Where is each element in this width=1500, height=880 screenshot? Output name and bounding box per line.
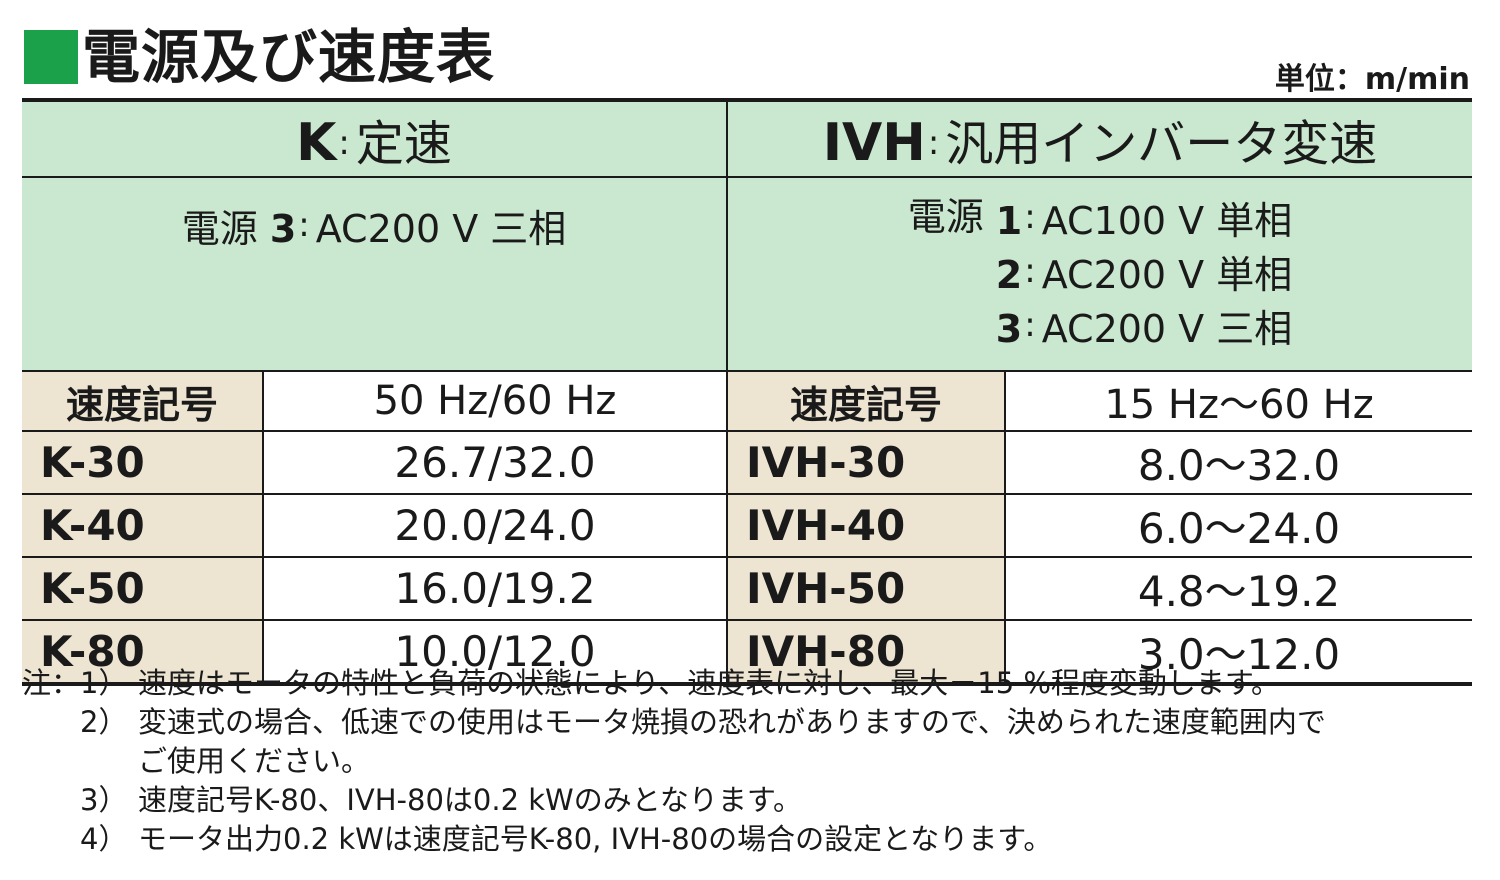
type-code: K xyxy=(296,113,337,173)
section-title: 電源及び速度表 xyxy=(24,22,495,92)
speed-value: 3.0～12.0 xyxy=(1003,619,1473,685)
table-row: K-80 10.0/12.0 IVH-80 3.0～12.0 xyxy=(22,619,1473,685)
type-header-ivh: IVH: 汎用インバータ変速 xyxy=(725,99,1473,178)
power-code: 3 xyxy=(269,207,297,251)
table-row: K-50 16.0/19.2 IVH-50 4.8～19.2 xyxy=(22,556,1473,621)
notes: 注： 1） 速度はモータの特性と負荷の状態により、速度表に対し、最大－15 %程… xyxy=(22,664,1482,859)
model-code: K-50 xyxy=(22,556,264,621)
note-text: 速度はモータの特性と負荷の状態により、速度表に対し、最大－15 %程度変動します… xyxy=(138,666,1281,700)
note-item: ご使用ください。 xyxy=(22,742,1482,781)
note-number: 4） xyxy=(80,822,128,856)
model-code: IVH-40 xyxy=(726,493,1006,558)
model-code: K-80 xyxy=(22,619,264,685)
type-header-k: K: 定速 xyxy=(22,99,728,178)
notes-prefix: 注： xyxy=(22,666,81,700)
note-text: モータ出力0.2 kWは速度記号K-80, IVH-80の場合の設定となります。 xyxy=(138,822,1053,856)
speed-value: 16.0/19.2 xyxy=(262,556,728,621)
table-row: K-40 20.0/24.0 IVH-40 6.0～24.0 xyxy=(22,493,1473,558)
green-square-icon xyxy=(24,30,78,84)
note-text: ご使用ください。 xyxy=(138,744,371,778)
type-header-row: K: 定速 IVH: 汎用インバータ変速 xyxy=(22,99,1473,178)
power-label: 電源 xyxy=(907,195,984,239)
speed-value: 8.0～32.0 xyxy=(1003,430,1473,495)
power-line: 3: AC200 V 三相 xyxy=(995,305,1293,351)
power-line: 1: AC100 V 単相 xyxy=(995,197,1293,243)
note-item: 4） モータ出力0.2 kWは速度記号K-80, IVH-80の場合の設定となり… xyxy=(22,820,1482,859)
note-text: 速度記号K-80、IVH-80は0.2 kWのみとなります。 xyxy=(138,783,802,817)
type-name: 定速 xyxy=(355,116,452,172)
type-code: IVH xyxy=(822,113,926,173)
speed-value: 6.0～24.0 xyxy=(1003,493,1473,558)
model-code: K-30 xyxy=(22,430,264,495)
note-text: 変速式の場合、低速での使用はモータ焼損の恐れがありますので、決められた速度範囲内… xyxy=(138,705,1326,739)
frequency-header: 15 Hz～60 Hz xyxy=(1003,370,1473,432)
power-spec-ivh: 電源 1: AC100 V 単相 2: AC200 V 単相 3: AC200 V 三… xyxy=(725,176,1473,372)
note-number: 3） xyxy=(80,783,128,817)
symbol-header: 速度記号 xyxy=(726,370,1006,432)
note-number: 1） xyxy=(80,666,128,700)
table-row: K-30 26.7/32.0 IVH-30 8.0～32.0 xyxy=(22,430,1473,495)
symbol-header: 速度記号 xyxy=(22,370,264,432)
model-code: IVH-50 xyxy=(726,556,1006,621)
column-header-row: 速度記号 50 Hz/60 Hz 速度記号 15 Hz～60 Hz xyxy=(22,370,1473,432)
model-code: IVH-30 xyxy=(726,430,1006,495)
note-number xyxy=(80,742,138,781)
speed-value: 10.0/12.0 xyxy=(262,619,728,685)
power-row: 電源 3: AC200 V 三相 電源 1: AC100 V 単相 2: AC200 … xyxy=(22,176,1473,372)
power-label: 電源 xyxy=(181,207,258,251)
power-line: 2: AC200 V 単相 xyxy=(995,251,1293,297)
model-code: K-40 xyxy=(22,493,264,558)
note-item: 2） 変速式の場合、低速での使用はモータ焼損の恐れがありますので、決められた速度… xyxy=(22,703,1482,742)
speed-table: K: 定速 IVH: 汎用インバータ変速 電源 3: AC200 V 三相 電源 1:… xyxy=(22,98,1473,686)
frequency-header: 50 Hz/60 Hz xyxy=(262,370,728,432)
note-item: 注： 1） 速度はモータの特性と負荷の状態により、速度表に対し、最大－15 %程… xyxy=(22,664,1482,703)
note-item: 3） 速度記号K-80、IVH-80は0.2 kWのみとなります。 xyxy=(22,781,1482,820)
power-spec-k: 電源 3: AC200 V 三相 xyxy=(22,176,728,372)
speed-value: 26.7/32.0 xyxy=(262,430,728,495)
type-name: 汎用インバータ変速 xyxy=(945,116,1378,172)
page-title: 電源及び速度表 xyxy=(82,23,496,91)
note-number: 2） xyxy=(80,705,128,739)
speed-value: 20.0/24.0 xyxy=(262,493,728,558)
speed-value: 4.8～19.2 xyxy=(1003,556,1473,621)
unit-label: 単位：m/min xyxy=(1274,62,1470,97)
model-code: IVH-80 xyxy=(726,619,1006,685)
power-text: AC200 V 三相 xyxy=(315,207,567,251)
